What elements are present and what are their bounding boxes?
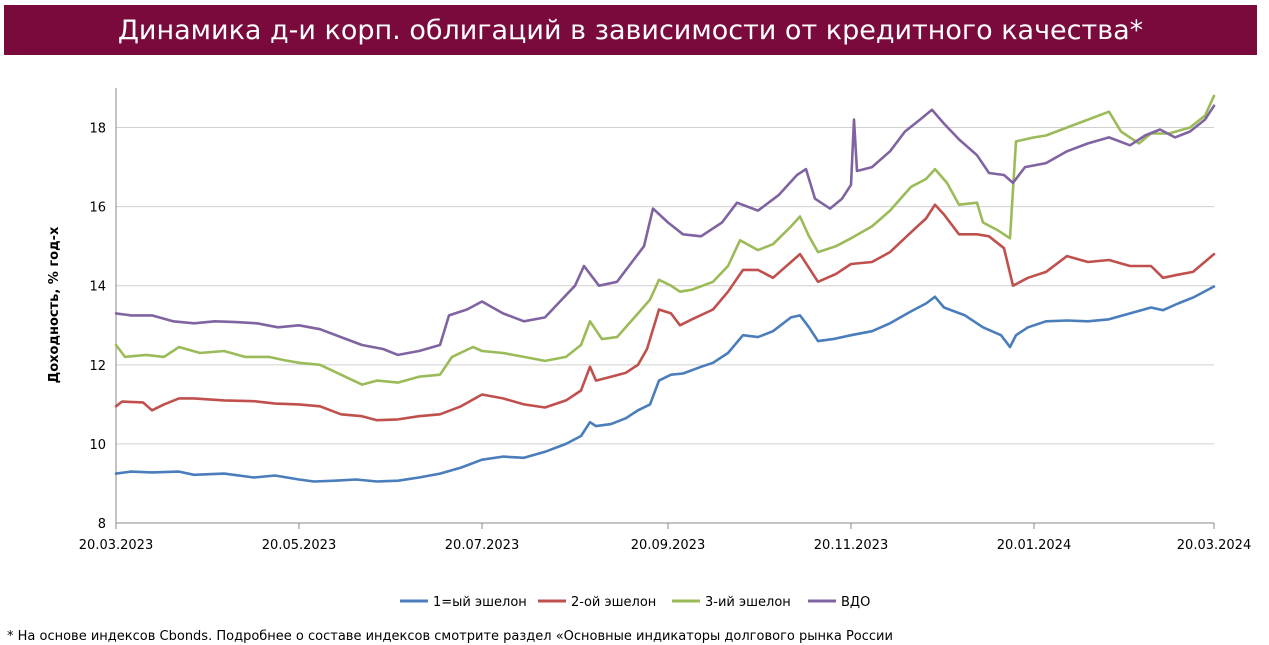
y-tick-label: 16 — [89, 201, 106, 216]
series-line-4 — [114, 104, 1216, 357]
x-tick-label: 20.05.2023 — [262, 538, 336, 553]
footnote: * На основе индексов Cbonds. Подробнее о… — [7, 629, 893, 644]
y-tick-label: 14 — [89, 280, 106, 295]
y-tick-label: 10 — [89, 438, 106, 453]
legend-label: 3-ий эшелон — [705, 595, 791, 610]
chart-title-banner: Динамика д-и корп. облигаций в зависимос… — [4, 5, 1257, 55]
legend-label: ВДО — [841, 595, 870, 610]
y-axis-label: Доходность, % год-х — [47, 226, 62, 383]
series-line-2 — [114, 203, 1216, 422]
legend-label: 2-ой эшелон — [571, 595, 656, 610]
x-tick-label: 20.11.2023 — [814, 538, 888, 553]
x-tick-label: 20.03.2024 — [1177, 538, 1251, 553]
y-tick-label: 18 — [89, 122, 106, 137]
chart-title: Динамика д-и корп. облигаций в зависимос… — [117, 14, 1144, 46]
x-tick-label: 20.03.2023 — [79, 538, 153, 553]
legend-label: 1=ый эшелон — [433, 595, 527, 610]
series-line-1 — [114, 285, 1216, 483]
x-tick-label: 20.07.2023 — [445, 538, 519, 553]
y-tick-label: 8 — [98, 517, 106, 532]
x-tick-label: 20.01.2024 — [997, 538, 1071, 553]
x-tick-label: 20.09.2023 — [631, 538, 705, 553]
series-line-3 — [114, 94, 1216, 386]
y-tick-label: 12 — [89, 359, 106, 374]
